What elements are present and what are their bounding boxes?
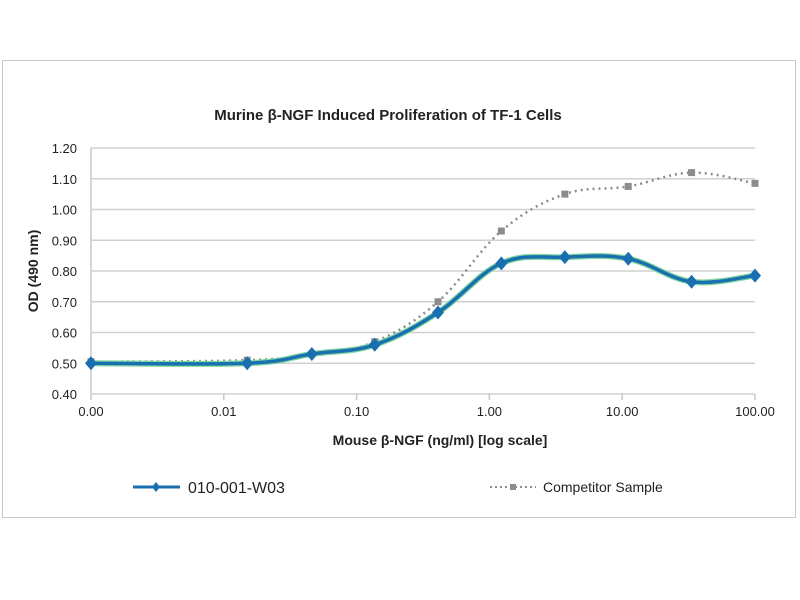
y-tick-label: 1.00	[52, 203, 77, 218]
legend-label-competitor: Competitor Sample	[543, 479, 663, 495]
series-line-glow	[90, 252, 756, 367]
y-tick-label: 0.50	[52, 356, 77, 371]
data-point-square	[624, 182, 632, 190]
x-tick-label: 0.01	[211, 404, 236, 419]
y-tick-label: 1.10	[52, 172, 77, 187]
data-point-diamond	[368, 337, 381, 352]
legend-marker-square	[510, 484, 516, 490]
data-point-square	[751, 179, 759, 187]
data-point-diamond	[495, 256, 508, 271]
data-point-diamond	[305, 347, 318, 362]
x-tick-label: 10.00	[606, 404, 639, 419]
x-tick-label: 0.10	[344, 404, 369, 419]
data-point-diamond	[431, 305, 444, 320]
data-point-square	[434, 298, 442, 306]
data-point-diamond	[241, 356, 254, 371]
data-point-diamond	[558, 250, 571, 265]
x-axis-label: Mouse β-NGF (ng/ml) [log scale]	[333, 432, 548, 448]
data-point-diamond	[85, 356, 97, 371]
data-point-diamond	[622, 251, 635, 266]
y-axis-label: OD (490 nm)	[25, 230, 41, 312]
data-point-diamond	[749, 268, 761, 283]
chart-frame	[2, 60, 796, 518]
y-tick-label: 0.60	[52, 326, 77, 341]
legend-label-010-001-w03: 010-001-W03	[188, 480, 285, 497]
x-tick-label: 0.00	[78, 404, 103, 419]
y-tick-label: 0.40	[52, 387, 77, 402]
data-point-square	[688, 169, 696, 177]
y-tick-label: 0.90	[52, 233, 77, 248]
data-point-square	[497, 227, 505, 235]
y-tick-label: 0.70	[52, 295, 77, 310]
x-tick-label: 1.00	[477, 404, 502, 419]
x-tick-label: 100.00	[735, 404, 775, 419]
data-point-square	[561, 190, 569, 198]
chart-title: Murine β-NGF Induced Proliferation of TF…	[214, 107, 562, 124]
y-tick-label: 0.80	[52, 264, 77, 279]
y-tick-label: 1.20	[52, 141, 77, 156]
legend-marker-diamond	[152, 482, 160, 492]
data-point-diamond	[685, 274, 698, 289]
series-line-010-001-w03	[90, 254, 756, 366]
